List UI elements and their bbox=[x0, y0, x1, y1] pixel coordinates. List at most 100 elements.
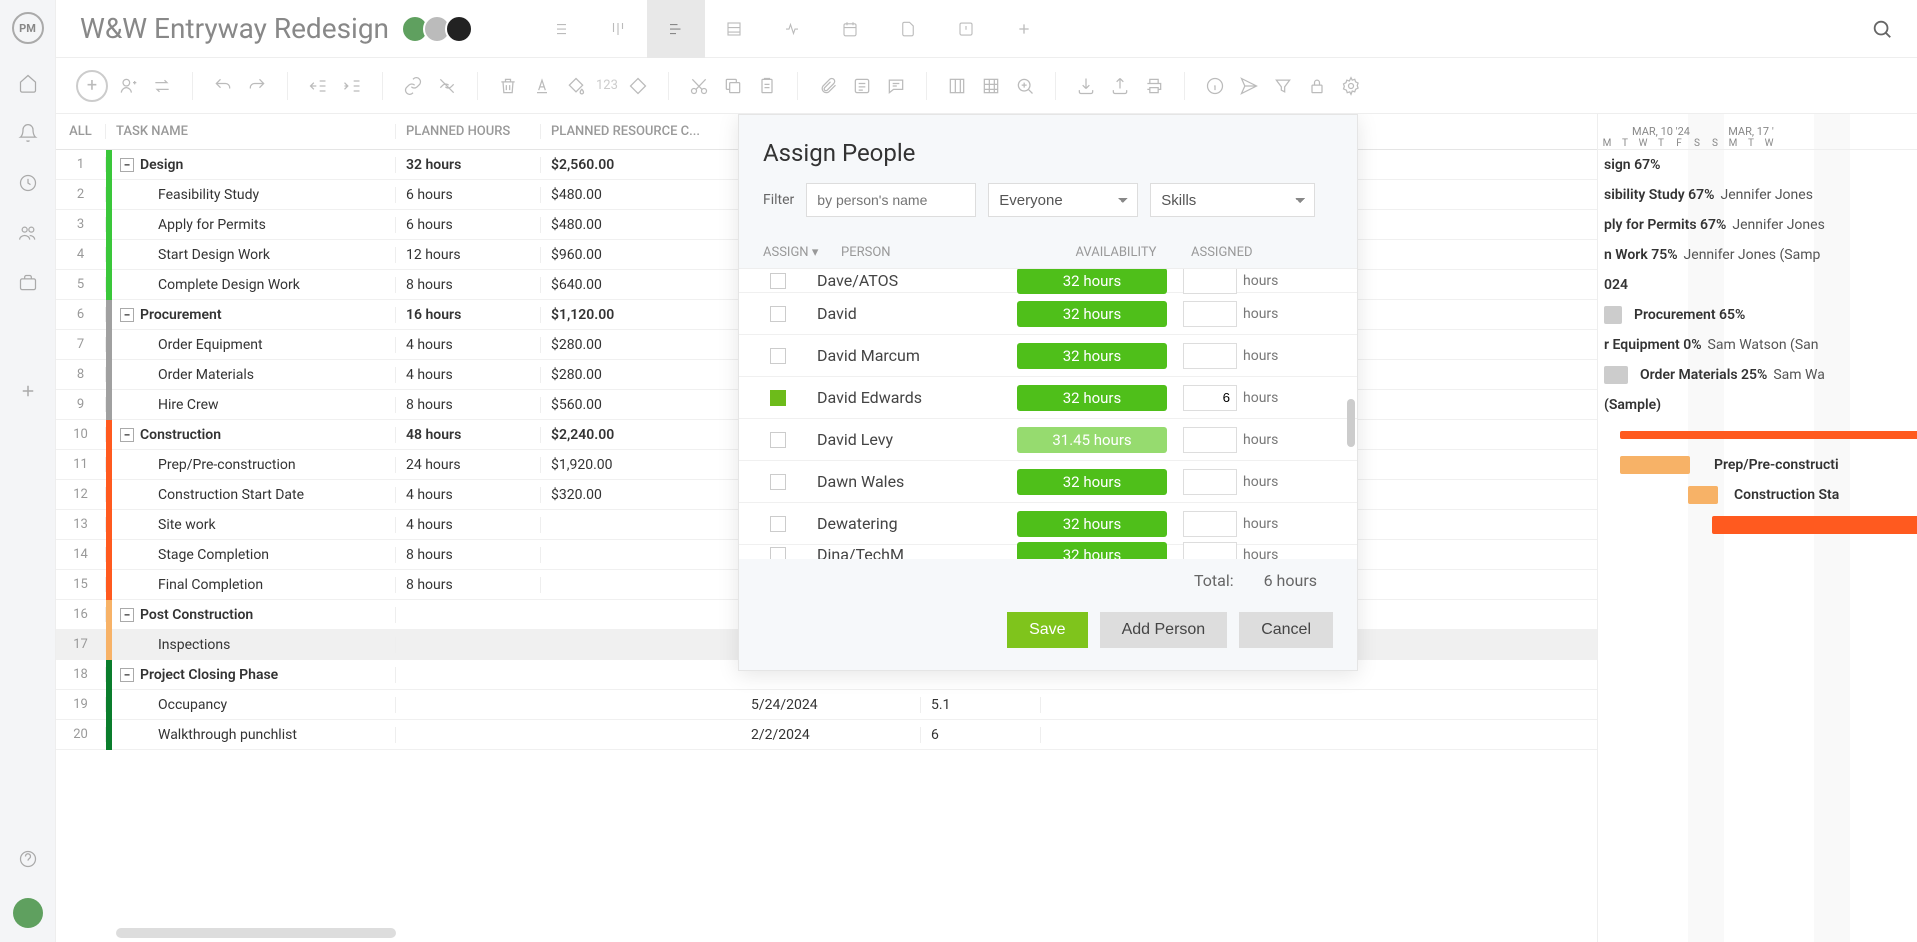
unlink-icon[interactable] bbox=[433, 72, 461, 100]
assigned-hours-input[interactable] bbox=[1183, 343, 1237, 369]
home-icon[interactable] bbox=[17, 72, 39, 94]
add-person-button[interactable]: Add Person bbox=[1100, 612, 1228, 648]
task-cost[interactable]: $560.00 bbox=[541, 397, 741, 413]
task-hours[interactable]: 8 hours bbox=[396, 577, 541, 593]
cancel-button[interactable]: Cancel bbox=[1239, 612, 1333, 648]
filter-everyone-select[interactable]: Everyone bbox=[988, 183, 1138, 217]
settings-icon[interactable] bbox=[1337, 72, 1365, 100]
assigned-hours-input[interactable] bbox=[1183, 385, 1237, 411]
text-color-icon[interactable] bbox=[528, 72, 556, 100]
head-avail[interactable]: AVAILABILITY bbox=[1041, 245, 1191, 260]
link-icon[interactable] bbox=[399, 72, 427, 100]
paste-icon[interactable] bbox=[753, 72, 781, 100]
task-hours[interactable]: 32 hours bbox=[396, 157, 541, 173]
view-gantt-icon[interactable] bbox=[647, 0, 705, 58]
task-extra1[interactable]: 5/24/2024 bbox=[741, 697, 921, 713]
gantt-row[interactable]: r Equipment 0%Sam Watson (San bbox=[1598, 330, 1917, 360]
swap-icon[interactable] bbox=[148, 72, 176, 100]
task-hours[interactable]: 12 hours bbox=[396, 247, 541, 263]
task-cost[interactable]: $280.00 bbox=[541, 367, 741, 383]
task-hours[interactable]: 4 hours bbox=[396, 487, 541, 503]
gantt-bar[interactable] bbox=[1688, 486, 1718, 504]
gantt-row[interactable]: Construction Sta bbox=[1598, 480, 1917, 510]
indent-icon[interactable] bbox=[338, 72, 366, 100]
view-file-icon[interactable] bbox=[879, 0, 937, 58]
zoom-icon[interactable] bbox=[1011, 72, 1039, 100]
people-scrollbar[interactable] bbox=[1347, 399, 1355, 447]
assign-checkbox[interactable] bbox=[739, 273, 817, 289]
task-name[interactable]: Start Design Work bbox=[112, 247, 396, 263]
task-name[interactable]: −Procurement bbox=[112, 307, 396, 323]
member-avatars[interactable] bbox=[407, 15, 473, 43]
task-name[interactable]: −Project Closing Phase bbox=[112, 667, 396, 683]
task-name[interactable]: −Post Construction bbox=[112, 607, 396, 623]
task-cost[interactable]: $2,240.00 bbox=[541, 427, 741, 443]
task-cost[interactable]: $480.00 bbox=[541, 217, 741, 233]
task-cost[interactable]: $1,920.00 bbox=[541, 457, 741, 473]
task-name[interactable]: Hire Crew bbox=[112, 397, 396, 413]
view-calendar-icon[interactable] bbox=[821, 0, 879, 58]
gantt-bar[interactable] bbox=[1604, 306, 1622, 324]
task-hours[interactable]: 4 hours bbox=[396, 517, 541, 533]
task-name[interactable]: Stage Completion bbox=[112, 547, 396, 563]
col-name[interactable]: TASK NAME bbox=[106, 124, 396, 139]
export-icon[interactable] bbox=[1106, 72, 1134, 100]
view-board-icon[interactable] bbox=[589, 0, 647, 58]
task-hours[interactable]: 16 hours bbox=[396, 307, 541, 323]
send-icon[interactable] bbox=[1235, 72, 1263, 100]
assigned-hours-input[interactable] bbox=[1183, 269, 1237, 294]
people-icon[interactable] bbox=[17, 222, 39, 244]
task-name[interactable]: Inspections bbox=[112, 637, 396, 653]
collapse-icon[interactable]: − bbox=[120, 158, 134, 172]
view-risk-icon[interactable] bbox=[937, 0, 995, 58]
add-task-icon[interactable]: + bbox=[76, 70, 108, 102]
add-icon[interactable] bbox=[17, 380, 39, 402]
gantt-row[interactable]: Prep/Pre-constructi bbox=[1598, 450, 1917, 480]
head-assign[interactable]: ASSIGN ▾ bbox=[763, 245, 841, 260]
task-cost[interactable]: $960.00 bbox=[541, 247, 741, 263]
comment-icon[interactable] bbox=[882, 72, 910, 100]
gantt-row[interactable]: sign 67% bbox=[1598, 150, 1917, 180]
task-name[interactable]: Walkthrough punchlist bbox=[112, 727, 396, 743]
gantt-bar[interactable] bbox=[1620, 431, 1917, 439]
collapse-icon[interactable]: − bbox=[120, 308, 134, 322]
task-name[interactable]: Order Equipment bbox=[112, 337, 396, 353]
view-add-icon[interactable] bbox=[995, 0, 1053, 58]
search-icon[interactable] bbox=[1871, 18, 1893, 40]
task-name[interactable]: Final Completion bbox=[112, 577, 396, 593]
gantt-row[interactable]: n Work 75%Jennifer Jones (Samp bbox=[1598, 240, 1917, 270]
note-icon[interactable] bbox=[848, 72, 876, 100]
filter-input[interactable] bbox=[806, 183, 976, 217]
task-cost[interactable]: $1,120.00 bbox=[541, 307, 741, 323]
trash-icon[interactable] bbox=[494, 72, 522, 100]
task-hours[interactable]: 4 hours bbox=[396, 367, 541, 383]
task-hours[interactable]: 48 hours bbox=[396, 427, 541, 443]
help-icon[interactable] bbox=[17, 848, 39, 870]
task-hours[interactable]: 4 hours bbox=[396, 337, 541, 353]
task-hours[interactable]: 24 hours bbox=[396, 457, 541, 473]
task-cost[interactable]: $640.00 bbox=[541, 277, 741, 293]
assign-checkbox[interactable] bbox=[739, 516, 817, 532]
assign-checkbox[interactable] bbox=[739, 348, 817, 364]
gantt-bar[interactable] bbox=[1712, 516, 1917, 534]
outdent-icon[interactable] bbox=[304, 72, 332, 100]
assigned-hours-input[interactable] bbox=[1183, 427, 1237, 453]
task-hours[interactable]: 8 hours bbox=[396, 547, 541, 563]
horizontal-scrollbar[interactable] bbox=[116, 928, 396, 938]
assigned-hours-input[interactable] bbox=[1183, 542, 1237, 560]
save-button[interactable]: Save bbox=[1007, 612, 1087, 648]
attach-icon[interactable] bbox=[814, 72, 842, 100]
gantt-row[interactable]: Procurement 65% bbox=[1598, 300, 1917, 330]
app-logo[interactable]: PM bbox=[12, 12, 44, 44]
gantt-row[interactable]: 024 bbox=[1598, 270, 1917, 300]
collapse-icon[interactable]: − bbox=[120, 428, 134, 442]
copy-icon[interactable] bbox=[719, 72, 747, 100]
assigned-hours-input[interactable] bbox=[1183, 469, 1237, 495]
head-person[interactable]: PERSON bbox=[841, 245, 1041, 260]
assign-checkbox[interactable] bbox=[739, 432, 817, 448]
briefcase-icon[interactable] bbox=[17, 272, 39, 294]
filter-icon[interactable] bbox=[1269, 72, 1297, 100]
task-name[interactable]: Feasibility Study bbox=[112, 187, 396, 203]
task-cost[interactable]: $480.00 bbox=[541, 187, 741, 203]
filter-skills-select[interactable]: Skills bbox=[1150, 183, 1315, 217]
